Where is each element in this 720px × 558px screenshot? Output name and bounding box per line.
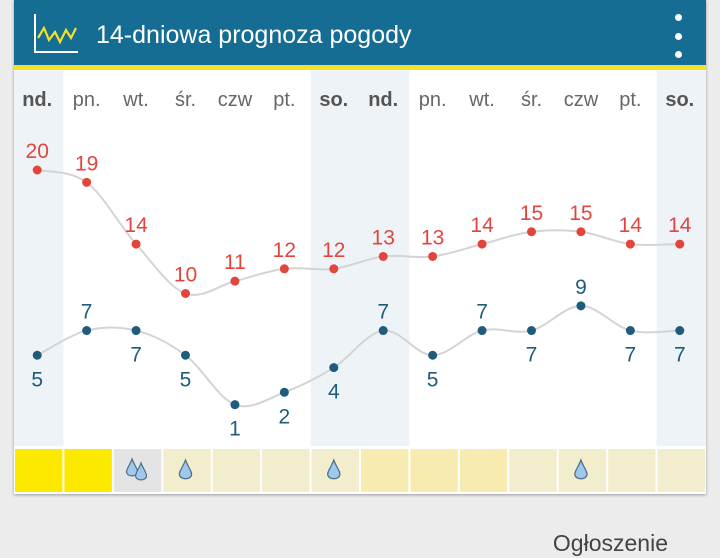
- max-temp-label: 15: [520, 202, 543, 225]
- max-temp-point: [527, 227, 536, 237]
- min-temp-label: 4: [328, 381, 340, 404]
- min-temp-point: [527, 326, 536, 336]
- min-temp-point: [230, 400, 240, 410]
- min-temp-point: [82, 326, 92, 336]
- min-temp-label: 5: [180, 368, 192, 391]
- forecast-chart: nd. pn. wt. śr. czw pt. so. nd. pn. wt. śr. czw pt. s…: [14, 70, 706, 494]
- max-temp-label: 13: [421, 226, 444, 249]
- day-label: pn.: [73, 89, 101, 111]
- advertisement-label: Ogłoszenie: [552, 530, 668, 556]
- raindrop-icon: [125, 457, 139, 477]
- max-temp-point: [181, 289, 190, 298]
- min-temp-label: 7: [377, 301, 389, 324]
- min-temp-label: 7: [526, 344, 538, 367]
- max-temp-label: 12: [273, 239, 296, 262]
- min-temp-label: 7: [674, 344, 686, 367]
- max-temp-point: [279, 264, 289, 274]
- min-temp-label: 7: [625, 344, 637, 367]
- raindrop-icon: [178, 458, 193, 480]
- day-label: wt.: [122, 89, 149, 111]
- forecast-card[interactable]: 14-dniowa prognoza pogody nd. pn. wt. śr. cz…: [14, 0, 706, 494]
- precipitation-cell: [212, 449, 261, 492]
- max-temp-label: 14: [668, 214, 692, 237]
- min-temp-point: [32, 350, 42, 360]
- day-label: so.: [319, 89, 348, 111]
- min-temp-label: 2: [279, 405, 291, 428]
- day-label: czw: [564, 89, 599, 111]
- min-temp-label: 9: [575, 276, 587, 299]
- raindrop-icon: [327, 458, 341, 480]
- day-label: nd.: [368, 89, 398, 111]
- min-temp-point: [378, 326, 388, 336]
- max-temp-point: [131, 239, 141, 249]
- min-temp-point: [675, 326, 685, 336]
- max-temp-point: [675, 239, 685, 249]
- max-temp-point: [82, 177, 92, 187]
- min-temp-label: 5: [31, 368, 43, 391]
- max-temp-label: 19: [75, 152, 98, 175]
- max-temp-label: 14: [124, 214, 148, 237]
- min-temp-point: [329, 363, 339, 373]
- precipitation-cell: [608, 449, 656, 492]
- max-temp-point: [576, 227, 586, 237]
- day-label: pt.: [619, 89, 641, 111]
- max-temp-label: 15: [569, 202, 592, 225]
- precipitation-cell: [657, 449, 705, 492]
- max-temp-point: [230, 276, 240, 286]
- day-label: pn.: [419, 89, 447, 111]
- day-label: pt.: [273, 89, 295, 111]
- raindrop-icon: [134, 461, 148, 481]
- min-temp-point: [131, 326, 141, 336]
- header-bar: 14-dniowa prognoza pogody: [14, 0, 706, 70]
- min-temp-point: [477, 326, 487, 336]
- min-temp-line: [36, 304, 680, 408]
- min-temp-point: [625, 326, 635, 336]
- weekend-column-bg: [656, 70, 706, 446]
- min-temp-label: 7: [476, 301, 488, 324]
- min-temp-point: [279, 387, 289, 397]
- max-temp-label: 11: [224, 251, 246, 274]
- max-temp-point: [625, 239, 635, 249]
- precipitation-cell: [459, 449, 508, 492]
- day-label: so.: [665, 89, 694, 111]
- max-temp-label: 14: [470, 214, 494, 237]
- min-temp-label: 5: [427, 368, 439, 391]
- chart-line-icon: [34, 14, 78, 53]
- min-temp-point: [181, 350, 190, 360]
- page-title: 14-dniowa prognoza pogody: [96, 21, 412, 49]
- max-temp-point: [32, 165, 42, 175]
- max-temp-label: 14: [619, 214, 643, 237]
- weekend-column-bg: [14, 70, 64, 446]
- more-options-icon[interactable]: [670, 14, 686, 58]
- min-temp-label: 7: [81, 301, 93, 324]
- min-temp-point: [428, 350, 438, 360]
- precipitation-cell: [410, 449, 458, 492]
- raindrop-icon: [574, 458, 588, 480]
- max-temp-point: [428, 251, 438, 261]
- max-temp-label: 20: [26, 140, 49, 163]
- day-label: nd.: [22, 89, 52, 111]
- max-temp-point: [329, 264, 339, 274]
- max-temp-label: 10: [174, 264, 197, 287]
- min-temp-label: 7: [130, 344, 142, 367]
- precipitation-cell: [15, 449, 63, 492]
- weekend-column-bg: [310, 70, 360, 446]
- min-temp-point: [576, 301, 586, 311]
- precipitation-cell: [361, 449, 409, 492]
- day-label: śr.: [175, 89, 196, 111]
- precipitation-cell: [64, 449, 112, 492]
- max-temp-point: [378, 251, 388, 261]
- day-label: śr.: [521, 89, 542, 111]
- max-temp-label: 12: [322, 239, 345, 262]
- day-label: wt.: [468, 89, 495, 111]
- precipitation-cell: [262, 449, 310, 492]
- min-temp-label: 1: [229, 418, 241, 441]
- max-temp-point: [477, 239, 487, 249]
- day-label: czw: [218, 89, 253, 111]
- precipitation-cell: [509, 449, 557, 492]
- max-temp-label: 13: [372, 226, 395, 249]
